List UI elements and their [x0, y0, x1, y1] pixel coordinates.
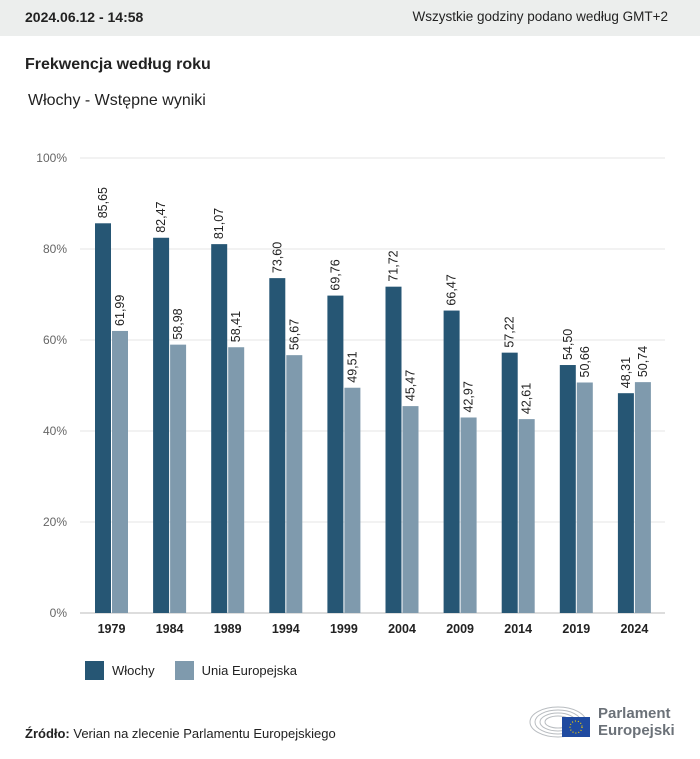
data-label: 81,07	[212, 208, 226, 239]
timezone-note: Wszystkie godziny podano według GMT+2	[412, 9, 669, 24]
bar-italy	[385, 286, 402, 613]
european-parliament-logo: Parlament Europejski	[528, 702, 675, 742]
bar-eu	[228, 347, 245, 613]
data-label: 57,22	[503, 316, 517, 347]
legend-label: Włochy	[112, 663, 155, 678]
bar-italy	[617, 393, 634, 613]
bar-italy	[269, 278, 286, 613]
y-tick-label: 80%	[43, 242, 67, 256]
bar-eu	[460, 417, 477, 613]
data-label: 66,47	[445, 274, 459, 305]
x-tick-label: 2009	[446, 622, 474, 636]
legend-item-italy[interactable]: Włochy	[85, 661, 155, 680]
bar-italy	[443, 310, 460, 613]
data-label: 50,66	[578, 346, 592, 377]
legend-item-eu[interactable]: Unia Europejska	[174, 661, 298, 680]
top-bar: 2024.06.12 - 14:58 Wszystkie godziny pod…	[0, 0, 700, 36]
bar-eu	[576, 382, 593, 613]
x-tick-label: 2014	[504, 622, 532, 636]
x-tick-label: 1979	[98, 622, 126, 636]
data-label: 61,99	[113, 295, 127, 326]
data-label: 42,97	[462, 381, 476, 412]
x-tick-label: 1994	[272, 622, 300, 636]
x-tick-label: 1984	[156, 622, 184, 636]
bar-eu	[518, 419, 535, 613]
bar-italy	[559, 365, 576, 613]
y-tick-label: 100%	[36, 151, 67, 165]
data-label: 73,60	[270, 242, 284, 273]
logo-line2: Europejski	[598, 722, 675, 739]
x-tick-label: 1999	[330, 622, 358, 636]
data-label: 56,67	[287, 319, 301, 350]
chart-title: Frekwencja według roku	[25, 56, 211, 73]
legend-label: Unia Europejska	[201, 663, 298, 678]
data-label: 71,72	[387, 250, 401, 281]
source-text: Verian na zlecenie Parlamentu Europejski…	[69, 726, 336, 741]
bar-eu	[170, 344, 187, 613]
bar-eu	[112, 330, 128, 613]
data-label: 42,61	[520, 383, 534, 414]
data-label: 54,50	[561, 329, 575, 360]
bar-eu	[634, 382, 651, 613]
y-tick-label: 20%	[43, 515, 67, 529]
legend-swatch-eu	[174, 661, 194, 680]
bar-italy	[211, 244, 228, 613]
bar-italy	[95, 223, 111, 614]
data-label: 82,47	[154, 201, 168, 232]
x-tick-label: 2024	[620, 622, 648, 636]
data-label: 49,51	[345, 351, 359, 382]
y-tick-label: 0%	[50, 606, 68, 620]
source-note: Źródło: Verian na zlecenie Parlamentu Eu…	[25, 726, 336, 741]
bar-eu	[402, 406, 419, 613]
x-tick-label: 2004	[388, 622, 416, 636]
legend-swatch-italy	[85, 661, 104, 680]
datetime: 2024.06.12 - 14:58	[25, 9, 144, 25]
logo-line1: Parlament	[598, 705, 671, 722]
bar-eu	[286, 355, 303, 613]
y-tick-label: 40%	[43, 424, 67, 438]
data-label: 48,31	[619, 357, 633, 388]
bar-eu	[344, 387, 361, 613]
bar-italy	[153, 237, 170, 613]
x-tick-label: 1989	[214, 622, 242, 636]
data-label: 50,74	[636, 346, 650, 377]
bar-italy	[327, 295, 344, 613]
data-label: 85,65	[96, 187, 110, 218]
data-label: 69,76	[328, 259, 342, 290]
data-label: 58,41	[229, 311, 243, 342]
eu-flag-icon	[562, 717, 590, 737]
data-label: 58,98	[171, 308, 185, 339]
parliament-hemicycle-icon	[529, 706, 590, 738]
data-label: 45,47	[404, 370, 418, 401]
source-label: Źródło:	[25, 726, 70, 741]
bar-italy	[501, 352, 518, 613]
y-tick-label: 60%	[43, 333, 67, 347]
x-tick-label: 2019	[562, 622, 590, 636]
chart-subtitle: Włochy - Wstępne wyniki	[28, 92, 206, 109]
legend: Włochy Unia Europejska	[85, 661, 317, 680]
